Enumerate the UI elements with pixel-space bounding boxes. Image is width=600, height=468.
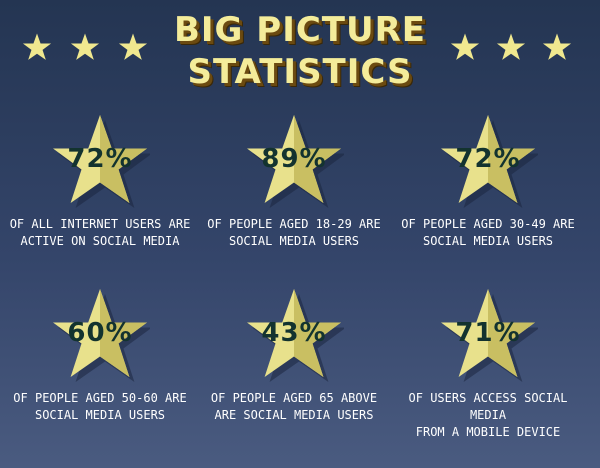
stat-card: 60% OF PEOPLE AGED 50-60 ARE SOCIAL MEDI… [2, 284, 198, 464]
stat-card: 89% OF PEOPLE AGED 18-29 ARE SOCIAL MEDI… [196, 110, 392, 290]
star-icon [247, 289, 344, 382]
stat-card: 71% OF USERS ACCESS SOCIAL MEDIA FROM A … [390, 284, 586, 464]
stat-percent: 43% [261, 318, 327, 348]
stat-percent: 60% [67, 318, 133, 348]
star-icon [542, 33, 572, 60]
header: BIG PICTURE STATISTICS [0, 0, 600, 110]
stat-card: 43% OF PEOPLE AGED 65 ABOVE ARE SOCIAL M… [196, 284, 392, 464]
stat-description-line: SOCIAL MEDIA USERS [228, 234, 360, 248]
stat-description-line: OF PEOPLE AGED 50-60 ARE [13, 391, 187, 405]
stat-description-line: OF USERS ACCESS SOCIAL MEDIA [408, 391, 568, 422]
title-line-2: STATISTICS [187, 52, 413, 92]
stat-card: 72% OF PEOPLE AGED 30-49 ARE SOCIAL MEDI… [390, 110, 586, 290]
star-icon [70, 33, 100, 60]
title-line-1: BIG PICTURE [173, 10, 427, 50]
stat-description: OF ALL INTERNET USERS ARE ACTIVE ON SOCI… [2, 216, 198, 250]
stat-description: OF USERS ACCESS SOCIAL MEDIA FROM A MOBI… [390, 390, 586, 441]
star-icon [441, 115, 538, 208]
stat-description-line: ARE SOCIAL MEDIA USERS [214, 408, 374, 422]
star-icon [450, 33, 480, 60]
stat-description-line: SOCIAL MEDIA USERS [422, 234, 554, 248]
stat-description-line: OF ALL INTERNET USERS ARE [9, 217, 191, 231]
stat-percent: 72% [67, 144, 133, 174]
stat-percent: 89% [261, 144, 327, 174]
star-icon [118, 33, 148, 60]
star-icon [496, 33, 526, 60]
stat-description-line: OF PEOPLE AGED 65 ABOVE [210, 391, 378, 405]
stat-description: OF PEOPLE AGED 50-60 ARE SOCIAL MEDIA US… [2, 390, 198, 424]
star-icon [53, 115, 150, 208]
stat-description-line: OF PEOPLE AGED 18-29 ARE [207, 217, 381, 231]
stat-card: 72% OF ALL INTERNET USERS ARE ACTIVE ON … [2, 110, 198, 290]
stat-percent: 72% [455, 144, 521, 174]
stat-description-line: FROM A MOBILE DEVICE [415, 425, 561, 439]
stat-percent: 71% [455, 318, 521, 348]
star-icon [53, 289, 150, 382]
stat-description: OF PEOPLE AGED 65 ABOVE ARE SOCIAL MEDIA… [196, 390, 392, 424]
star-icon [247, 115, 344, 208]
stat-description-line: OF PEOPLE AGED 30-49 ARE [401, 217, 575, 231]
stat-description-line: SOCIAL MEDIA USERS [34, 408, 166, 422]
stat-description: OF PEOPLE AGED 18-29 ARE SOCIAL MEDIA US… [196, 216, 392, 250]
stat-description-line: ACTIVE ON SOCIAL MEDIA [20, 234, 180, 248]
stat-description: OF PEOPLE AGED 30-49 ARE SOCIAL MEDIA US… [390, 216, 586, 250]
star-icon [22, 33, 52, 60]
star-icon [441, 289, 538, 382]
